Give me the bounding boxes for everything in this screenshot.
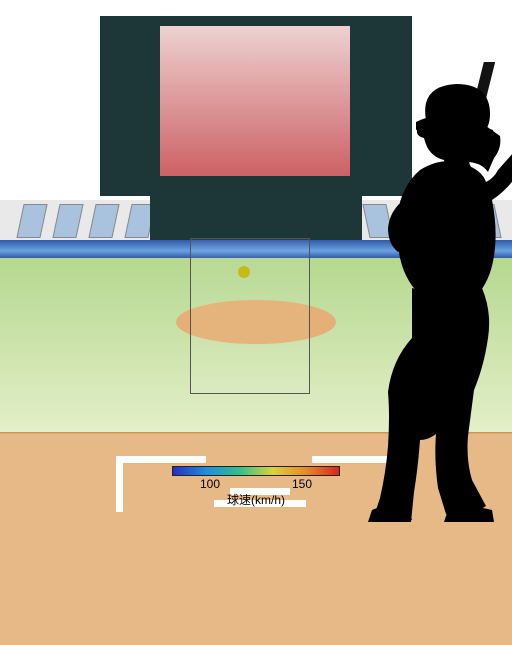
batter-silhouette <box>308 62 512 522</box>
pitch-dot-0 <box>238 266 250 278</box>
plate-line-left-box-top <box>116 456 206 463</box>
speed-color-scale: 100 150 球速(km/h) <box>172 466 340 508</box>
strike-zone-box <box>190 238 310 394</box>
plate-line-left-box-side <box>116 456 123 512</box>
speed-tick-150: 150 <box>292 477 312 491</box>
speed-scale-ticks: 100 150 <box>172 477 340 491</box>
speed-tick-100: 100 <box>200 477 220 491</box>
speed-scale-gradient-bar <box>172 466 340 476</box>
speed-scale-label: 球速(km/h) <box>172 491 340 508</box>
